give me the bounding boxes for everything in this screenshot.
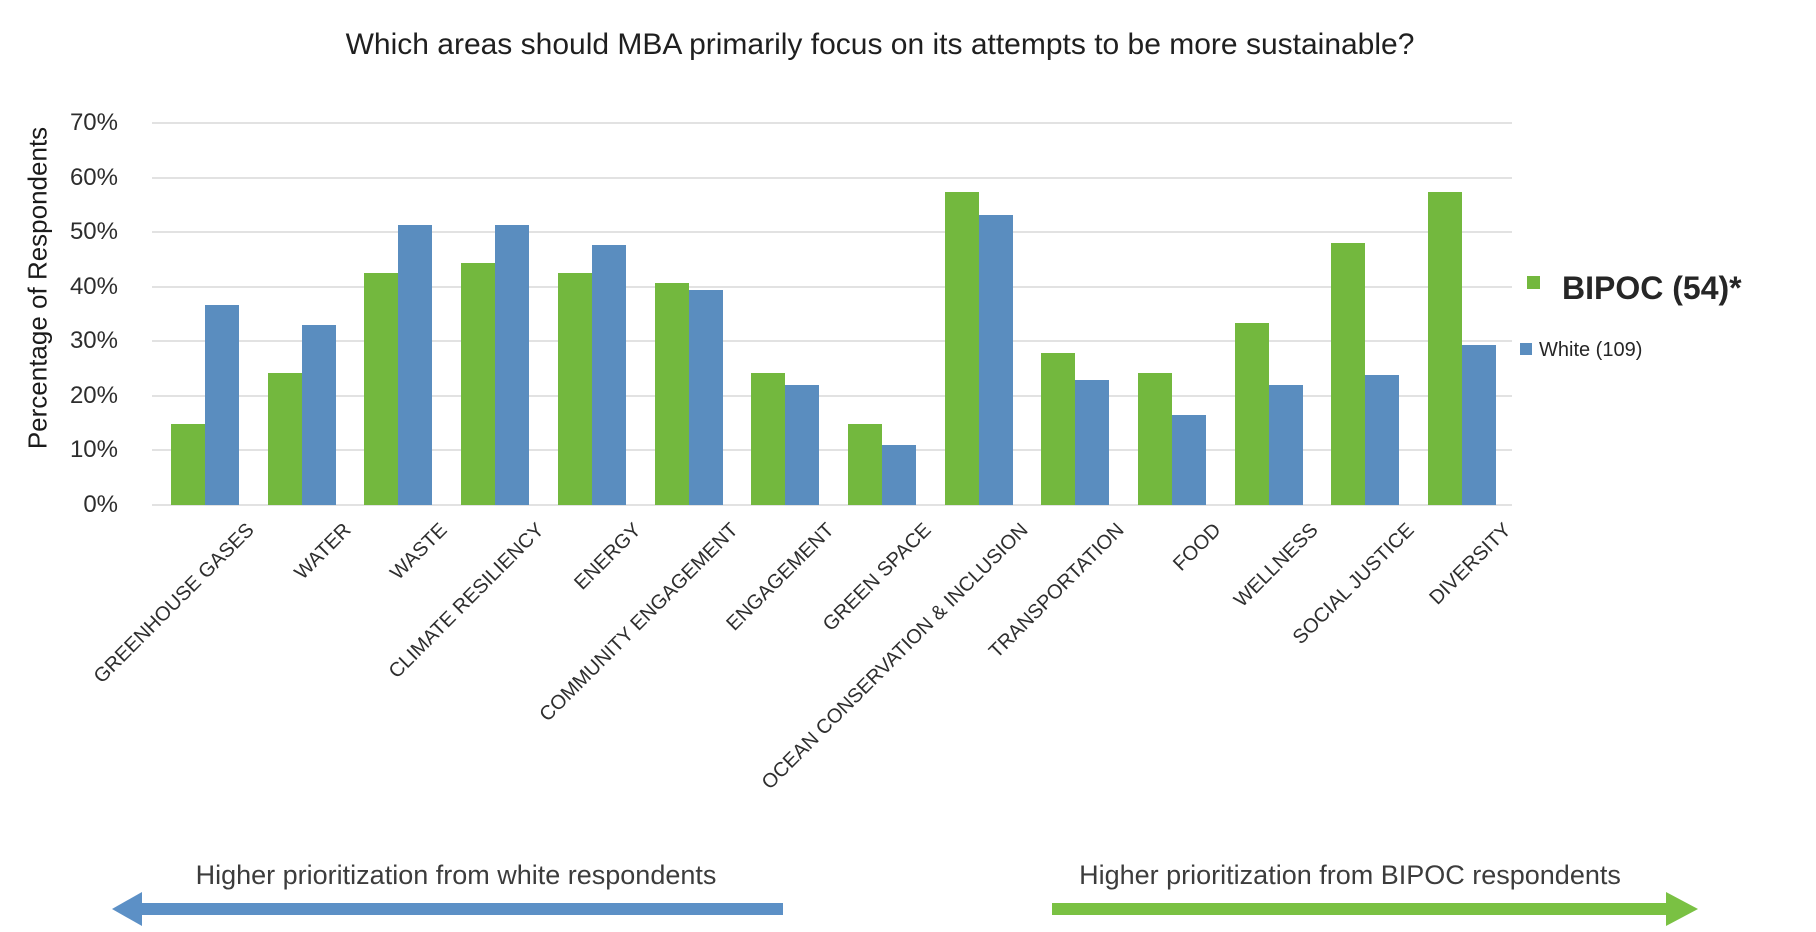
bar <box>267 373 302 505</box>
bar <box>688 289 723 505</box>
bar <box>1172 414 1206 505</box>
x-category-label: DIVERSITY <box>1425 519 1516 610</box>
bar <box>495 224 530 505</box>
x-category-label: ENERGY <box>570 519 646 595</box>
bar <box>978 214 1013 505</box>
gridline <box>152 122 1512 124</box>
gridline <box>152 231 1512 234</box>
bipoc-swatch-icon <box>1527 276 1540 289</box>
bar <box>1268 384 1303 505</box>
x-category-label: WATER <box>290 519 356 585</box>
left-arrowhead-icon <box>112 892 142 926</box>
right-arrowhead-icon <box>1666 892 1698 926</box>
x-category-label: WASTE <box>386 519 452 585</box>
y-tick-label: 40% <box>69 272 118 300</box>
y-tick-label: 70% <box>69 109 118 136</box>
bar <box>654 282 689 505</box>
y-tick-label: 50% <box>69 218 118 246</box>
bar <box>944 191 979 505</box>
bar <box>847 424 882 505</box>
gridline <box>152 340 1512 343</box>
gridline <box>152 449 1512 452</box>
bar <box>557 272 592 505</box>
bar <box>751 373 786 505</box>
right-arrow-icon <box>1052 892 1698 926</box>
x-category-label: GREENHOUSE GASES <box>89 519 259 688</box>
y-tick-label: 20% <box>69 381 118 409</box>
y-tick-label: 0% <box>83 491 118 518</box>
white-swatch-icon <box>1520 343 1532 355</box>
bar <box>1138 373 1172 505</box>
gridline <box>152 504 1512 506</box>
gridline <box>152 285 1512 288</box>
legend-label-white: White (109) <box>1539 339 1643 361</box>
gridline <box>152 394 1512 397</box>
y-tick-label: 60% <box>69 163 118 191</box>
bar <box>171 424 205 505</box>
bar <box>461 262 496 505</box>
bar <box>1075 380 1110 505</box>
legend-label-bipoc: BIPOC (54)* <box>1562 270 1742 306</box>
x-category-label: COMMUNITY ENGAGEMENT <box>535 519 743 727</box>
bar <box>1365 374 1400 505</box>
bar <box>1428 191 1463 505</box>
chart-title: Which areas should MBA primarily focus o… <box>345 28 1415 61</box>
y-tick-label: 30% <box>69 327 118 355</box>
bar <box>364 272 399 505</box>
left-arrow-shaft <box>140 903 783 915</box>
bar <box>591 244 626 505</box>
bar <box>785 384 820 505</box>
annotation-white-text: Higher prioritization from white respond… <box>195 860 717 890</box>
left-arrow-icon <box>112 892 783 926</box>
y-tick-label: 10% <box>69 436 118 464</box>
bar <box>881 444 916 505</box>
bar <box>205 304 239 505</box>
right-arrow-shaft <box>1052 903 1668 915</box>
bar <box>1234 323 1269 505</box>
gridline <box>152 176 1512 179</box>
bar <box>1331 242 1366 505</box>
annotation-bipoc-text: Higher prioritization from BIPOC respond… <box>1079 860 1621 890</box>
bar <box>1041 353 1076 505</box>
bar <box>301 324 336 505</box>
bar <box>1462 344 1497 505</box>
x-category-label: WELLNESS <box>1229 519 1323 612</box>
bar <box>398 224 433 505</box>
x-category-label: FOOD <box>1169 519 1226 576</box>
